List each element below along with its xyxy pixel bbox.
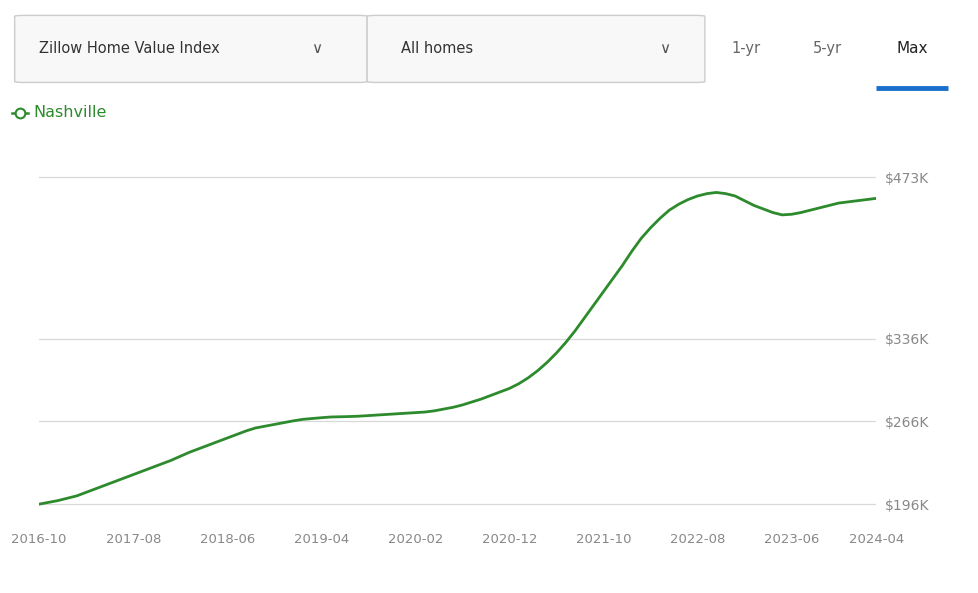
Text: Nashville: Nashville xyxy=(33,105,107,120)
FancyBboxPatch shape xyxy=(15,15,367,82)
Text: Max: Max xyxy=(896,42,927,56)
Text: ∨: ∨ xyxy=(311,42,322,56)
Text: 5-yr: 5-yr xyxy=(812,42,841,56)
Text: 1-yr: 1-yr xyxy=(731,42,760,56)
Text: Zillow Home Value Index: Zillow Home Value Index xyxy=(39,42,220,56)
FancyBboxPatch shape xyxy=(367,15,704,82)
Text: ∨: ∨ xyxy=(658,42,669,56)
Text: All homes: All homes xyxy=(401,42,473,56)
